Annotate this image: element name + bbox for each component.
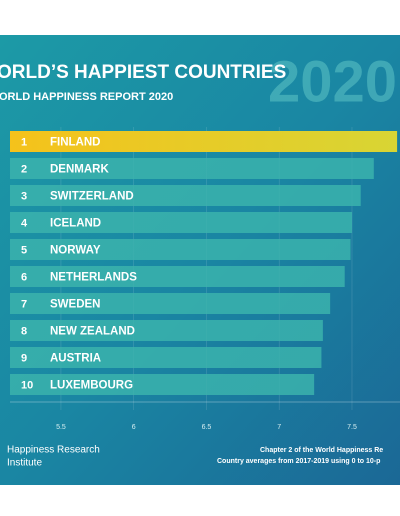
- note: Chapter 2 of the World Happiness Re: [260, 447, 383, 454]
- bar: [10, 185, 361, 206]
- y-tick-label: NEW ZEALAND: [50, 326, 135, 338]
- x-tick-label: 5.5: [56, 424, 66, 431]
- bar: [10, 158, 374, 179]
- bar: [10, 293, 331, 314]
- rank-label: 1: [21, 136, 27, 148]
- rank-label: 5: [21, 244, 27, 256]
- bar: [10, 266, 345, 287]
- rank-label: 7: [21, 298, 27, 310]
- bar: [10, 131, 398, 152]
- y-tick-label: NETHERLANDS: [50, 272, 137, 284]
- x-tick-label: 7: [277, 424, 281, 431]
- y-tick-label: FINLAND: [50, 137, 100, 149]
- y-tick-label: ICELAND: [50, 218, 101, 230]
- bar: [10, 320, 323, 341]
- year-watermark: 2020: [268, 49, 397, 114]
- bar: [10, 239, 351, 260]
- y-tick-label: DENMARK: [50, 164, 109, 176]
- chart-subtitle: ORLD HAPPINESS REPORT 2020: [0, 91, 173, 103]
- rank-label: 10: [21, 379, 33, 391]
- rank-label: 9: [21, 352, 27, 364]
- x-tick-label: 6: [132, 424, 136, 431]
- source-name: Happiness Research: [7, 445, 100, 456]
- y-tick-label: SWEDEN: [50, 299, 100, 311]
- bar: [10, 374, 315, 395]
- rank-label: 6: [21, 271, 27, 283]
- y-tick-label: LUXEMBOURG: [50, 380, 133, 392]
- note: Country averages from 2017-2019 using 0 …: [217, 458, 380, 465]
- rank-label: 3: [21, 190, 27, 202]
- y-tick-label: SWITZERLAND: [50, 191, 134, 203]
- x-tick-label: 7.5: [347, 424, 357, 431]
- source-name: Institute: [7, 458, 42, 469]
- rank-label: 8: [21, 325, 27, 337]
- x-tick-label: 6.5: [202, 424, 212, 431]
- chart-title: ORLD’S HAPPIEST COUNTRIES: [0, 62, 286, 83]
- rank-label: 4: [21, 217, 28, 229]
- rank-label: 2: [21, 163, 27, 175]
- y-tick-label: AUSTRIA: [50, 353, 101, 365]
- y-tick-label: NORWAY: [50, 245, 101, 257]
- bar: [10, 347, 322, 368]
- bar: [10, 212, 352, 233]
